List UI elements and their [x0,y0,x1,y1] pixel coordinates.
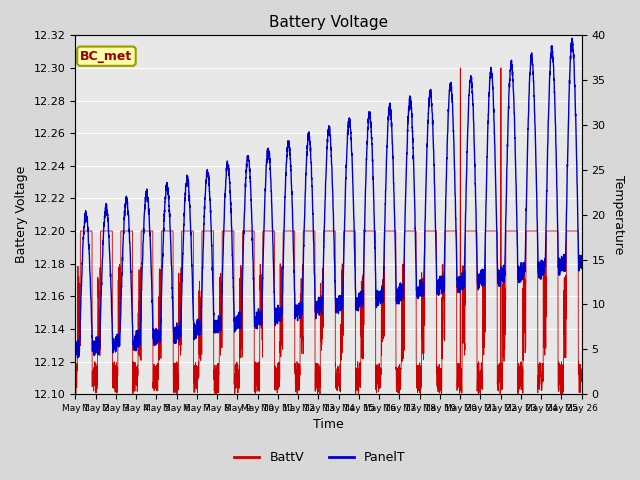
Text: BC_met: BC_met [81,50,132,63]
Y-axis label: Battery Voltage: Battery Voltage [15,166,28,264]
Title: Battery Voltage: Battery Voltage [269,15,388,30]
Y-axis label: Temperature: Temperature [612,175,625,254]
X-axis label: Time: Time [313,419,344,432]
Legend: BattV, PanelT: BattV, PanelT [229,446,411,469]
